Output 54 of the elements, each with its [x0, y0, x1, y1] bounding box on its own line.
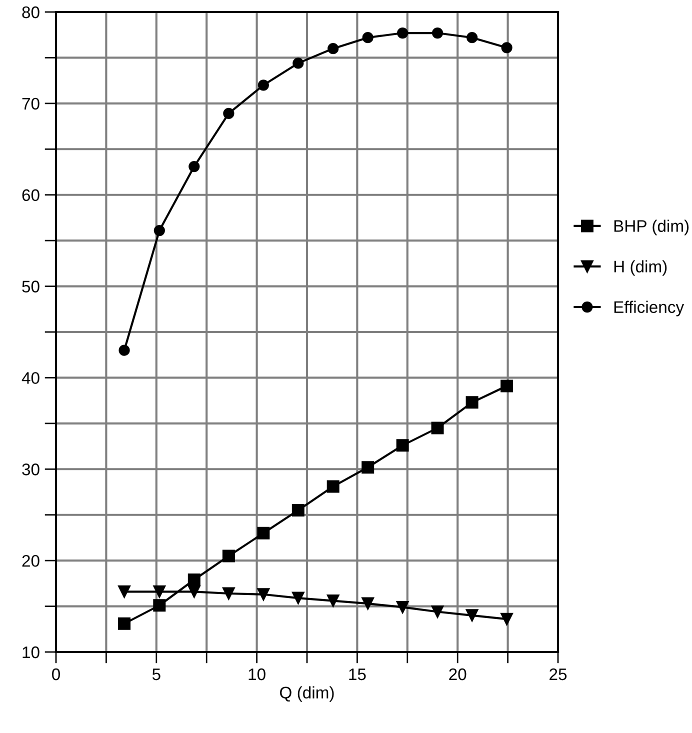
point [431, 606, 444, 618]
point [362, 461, 374, 474]
point [118, 617, 131, 630]
point [222, 550, 235, 562]
x-tick-label: 20 [449, 668, 466, 680]
y-tick-label: 20 [22, 554, 40, 567]
point [397, 27, 408, 39]
x-tick-label: 0 [52, 668, 60, 680]
point [326, 594, 340, 608]
x-tick-label: 10 [248, 668, 266, 680]
point [432, 27, 444, 39]
x-tick-label: 25 [550, 668, 567, 680]
x-axis-title: Q (dim) [280, 686, 334, 702]
x-tick-label: 15 [349, 668, 366, 680]
point [501, 42, 512, 54]
point [118, 344, 130, 356]
y-tick-label: 30 [22, 464, 40, 476]
point [257, 526, 270, 540]
point [292, 58, 304, 69]
point [500, 612, 514, 626]
point [188, 574, 200, 586]
point [326, 480, 340, 493]
point [188, 585, 200, 598]
point [292, 592, 304, 604]
y-tick-label: 50 [22, 280, 40, 292]
legend-label: BHP (dim) [614, 220, 689, 236]
point [396, 439, 409, 452]
point [466, 396, 478, 409]
y-tick-label: 60 [22, 189, 40, 202]
legend-label: H (dim) [614, 260, 667, 276]
point [154, 224, 165, 236]
point [466, 609, 478, 622]
point [257, 588, 270, 601]
point [222, 587, 235, 600]
point [431, 422, 444, 434]
legend-label: Efficiency [614, 300, 684, 316]
point [188, 160, 200, 172]
y-tick-label: 70 [22, 98, 40, 110]
point [466, 32, 478, 44]
point [500, 380, 514, 392]
x-tick-label: 5 [152, 668, 160, 680]
point [118, 585, 131, 598]
point [153, 599, 166, 612]
point [153, 585, 166, 598]
point [396, 600, 409, 614]
point [362, 32, 374, 44]
y-tick-label: 40 [22, 372, 40, 384]
point [362, 597, 374, 610]
point [328, 43, 339, 54]
point [292, 504, 304, 517]
y-tick-label: 80 [22, 6, 40, 18]
y-tick-label: 10 [22, 646, 40, 658]
point [258, 80, 269, 91]
point [223, 108, 234, 120]
